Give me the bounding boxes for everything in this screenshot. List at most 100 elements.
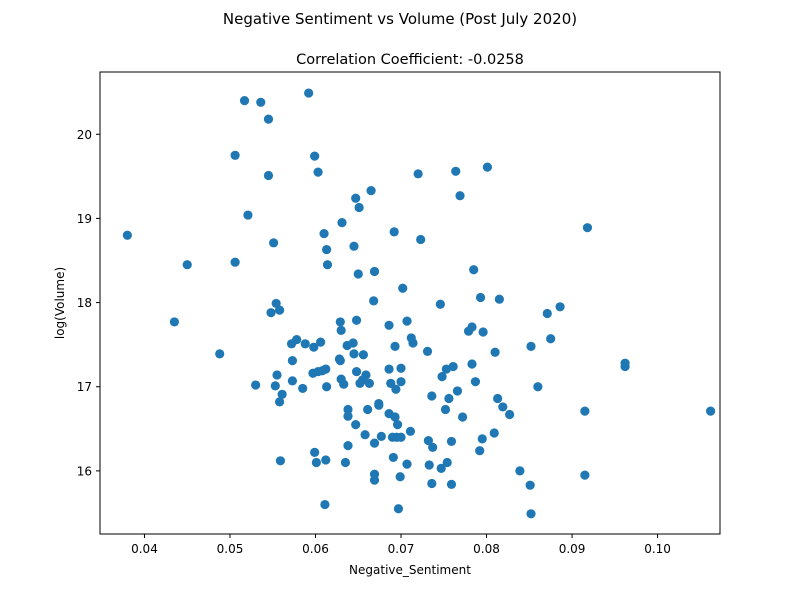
data-point: [390, 341, 400, 351]
data-point: [311, 457, 321, 468]
data-point: [505, 409, 515, 420]
data-point: [369, 296, 379, 306]
data-point: [366, 186, 376, 196]
data-point: [451, 166, 461, 176]
data-point: [478, 327, 488, 337]
data-point: [266, 308, 276, 318]
data-points: [122, 88, 716, 519]
data-point: [351, 315, 362, 325]
data-point: [322, 260, 333, 270]
data-point: [322, 382, 332, 392]
data-point: [230, 150, 240, 160]
data-point: [349, 349, 359, 359]
data-point: [390, 412, 400, 422]
data-point: [316, 337, 326, 347]
data-point: [526, 509, 536, 519]
data-point: [317, 366, 327, 376]
data-point: [321, 455, 331, 465]
data-point: [442, 457, 452, 468]
data-point: [169, 317, 179, 327]
data-point: [335, 317, 345, 327]
data-point: [340, 457, 351, 468]
data-point: [457, 412, 468, 422]
data-point: [263, 170, 274, 181]
data-point: [448, 361, 458, 372]
data-point: [320, 499, 330, 510]
data-point: [398, 283, 408, 293]
data-point: [353, 269, 363, 279]
data-point: [369, 438, 380, 448]
data-point: [705, 406, 716, 416]
data-point: [230, 257, 240, 267]
data-point: [313, 167, 323, 177]
data-point: [243, 210, 253, 220]
data-point: [339, 379, 349, 389]
data-point: [455, 191, 465, 201]
data-point: [270, 381, 280, 391]
data-point: [555, 302, 565, 312]
data-point: [182, 260, 192, 270]
data-point: [446, 479, 457, 489]
x-tick-label: 0.06: [302, 542, 329, 556]
data-point: [580, 470, 590, 480]
y-axis-label: log(Volume): [53, 267, 67, 339]
data-point: [319, 228, 329, 239]
data-point: [389, 227, 399, 237]
data-point: [275, 456, 286, 466]
data-point: [427, 391, 437, 401]
chart-title: Correlation Coefficient: -0.0258: [296, 52, 524, 68]
data-point: [580, 406, 590, 416]
y-tick-label: 17: [77, 380, 92, 394]
data-point: [343, 441, 353, 451]
data-point: [287, 356, 298, 366]
data-point: [369, 266, 380, 277]
data-point: [396, 432, 406, 442]
data-point: [482, 162, 492, 172]
data-point: [444, 393, 454, 404]
data-point: [369, 475, 380, 485]
data-point: [405, 426, 416, 436]
data-point: [402, 316, 412, 326]
data-point: [360, 430, 370, 440]
data-point: [395, 472, 405, 482]
data-point: [310, 151, 320, 161]
data-point: [384, 320, 394, 330]
data-point: [335, 356, 345, 366]
x-tick-label: 0.10: [644, 542, 671, 556]
data-point: [304, 88, 314, 98]
x-axis-ticks: 0.04 0.05 0.06 0.07 0.08 0.09 0.10: [131, 534, 671, 556]
data-point: [402, 459, 412, 469]
data-point: [582, 223, 593, 233]
data-point: [351, 420, 361, 430]
data-point: [490, 347, 500, 357]
data-point: [436, 463, 446, 473]
data-point: [269, 238, 279, 248]
data-point: [396, 363, 406, 373]
data-point: [384, 364, 394, 374]
data-point: [348, 338, 358, 348]
data-point: [122, 230, 132, 240]
data-point: [349, 241, 359, 251]
data-point: [494, 294, 504, 304]
x-tick-label: 0.05: [217, 542, 244, 556]
data-point: [393, 420, 403, 430]
data-point: [256, 97, 266, 107]
data-point: [374, 400, 384, 410]
data-point: [355, 378, 365, 388]
data-point: [620, 361, 630, 372]
data-point: [336, 325, 346, 335]
data-point: [322, 244, 332, 255]
data-point: [428, 442, 438, 452]
data-point: [416, 234, 426, 245]
data-point: [546, 334, 556, 344]
figure-suptitle: Negative Sentiment vs Volume (Post July …: [223, 10, 577, 28]
data-point: [343, 411, 353, 421]
data-point: [475, 292, 486, 303]
data-point: [310, 447, 320, 457]
data-point: [489, 428, 499, 438]
data-point: [376, 431, 386, 441]
x-tick-label: 0.08: [473, 542, 500, 556]
data-point: [354, 202, 364, 213]
data-point: [533, 382, 543, 392]
